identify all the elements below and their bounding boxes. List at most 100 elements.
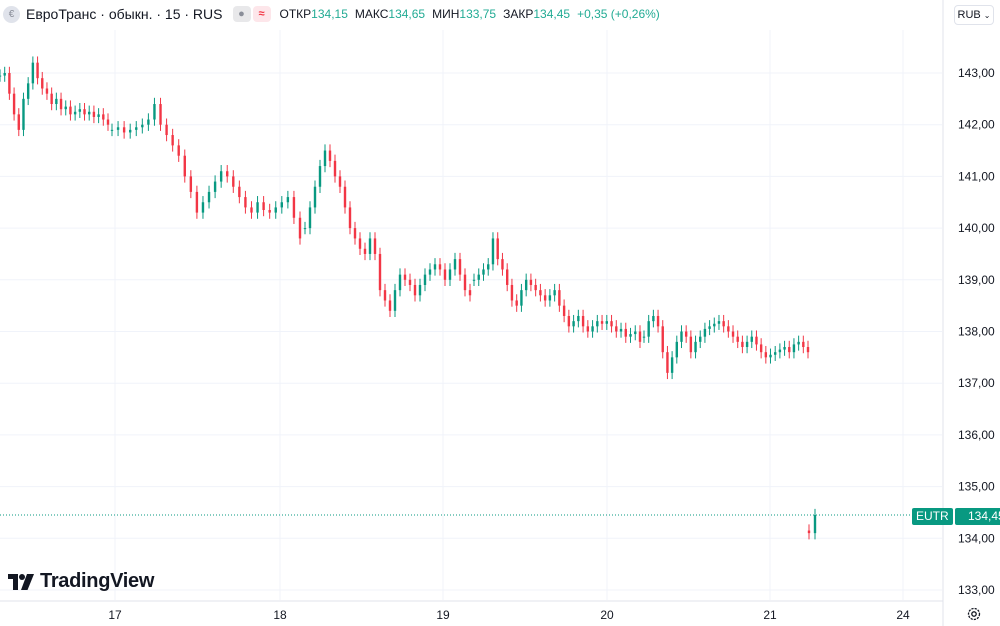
candle-body [64, 106, 67, 110]
candle-body [689, 336, 693, 353]
candle-body [694, 341, 697, 353]
candle-body [116, 127, 120, 130]
candle-body [699, 336, 702, 342]
candle-body [727, 326, 730, 332]
candle-body [393, 290, 397, 311]
logo-text: TradingView [40, 570, 155, 592]
y-tick-label: 140,00 [958, 221, 995, 235]
candle-body [586, 326, 590, 332]
candle-body [22, 98, 25, 130]
candle-body [106, 119, 110, 125]
candle-body [722, 321, 725, 327]
candle-body [534, 284, 537, 291]
candle-body [213, 181, 217, 192]
candle-body [458, 259, 462, 275]
candle-body [256, 202, 259, 213]
candle-body [543, 295, 547, 301]
candle-body [128, 129, 132, 133]
candle-body [491, 238, 495, 265]
x-tick-label: 17 [108, 608, 122, 622]
candle-body [195, 191, 199, 213]
candle-body [577, 315, 580, 322]
candle-body [736, 336, 739, 342]
candle-body [717, 321, 721, 324]
candle-body [36, 62, 39, 79]
close-value: 134,45 [533, 7, 571, 21]
data-delay-icon[interactable]: ≈ [252, 6, 271, 22]
candle-body [313, 186, 317, 208]
candle-body [226, 171, 229, 177]
candle-body [759, 344, 763, 353]
candle-body [656, 315, 660, 327]
candle-body [262, 202, 265, 211]
price-axis[interactable]: 143,00 142,00 141,00 140,00 139,00 138,00 137,… [958, 66, 995, 597]
candle-body [482, 269, 485, 275]
candle-body [45, 88, 49, 94]
candle-body [661, 326, 664, 353]
candle-body [207, 191, 211, 203]
candle-body [562, 305, 566, 316]
y-tick-label: 133,00 [958, 583, 995, 597]
candle-body [624, 328, 627, 337]
candle-body [92, 111, 96, 117]
y-tick-label: 142,00 [958, 118, 995, 132]
candle-body [629, 334, 632, 337]
candle-body [55, 98, 58, 105]
candle-body [135, 127, 138, 130]
candle-body [408, 279, 412, 285]
x-tick-label: 18 [273, 608, 287, 622]
x-tick-label: 19 [436, 608, 450, 622]
candle-body [813, 515, 817, 534]
tradingview-logo[interactable]: TradingView [8, 570, 154, 593]
candle-body [0, 75, 2, 77]
x-tick-label: 24 [896, 608, 910, 622]
candle-body [515, 300, 518, 306]
candle-body [388, 300, 392, 311]
candle-body [468, 290, 472, 296]
candle-body [12, 93, 16, 115]
candle-body [88, 111, 91, 115]
gear-icon[interactable] [966, 606, 982, 622]
candle-body [453, 259, 457, 270]
ohlc-values: ОТКР 134,15 МАКС 134,65 МИН 133,75 ЗАКР … [280, 7, 667, 21]
change-value: +0,35 (+0,26%) [577, 7, 660, 21]
candles [0, 56, 817, 540]
candle-body [177, 145, 180, 156]
candle-body [69, 106, 72, 115]
candle-body [806, 347, 810, 353]
candle-body [50, 93, 53, 105]
candle-body [31, 62, 35, 84]
candle-body [638, 331, 642, 342]
candle-body [670, 357, 674, 373]
x-tick-label: 21 [763, 608, 777, 622]
candle-body [731, 331, 735, 337]
candle-body [165, 124, 168, 136]
tradingview-logo-icon [8, 573, 34, 590]
market-status-icon[interactable]: ● [232, 6, 251, 22]
candle-body [807, 530, 811, 534]
candle-body [769, 354, 772, 358]
candle-body [343, 186, 347, 208]
y-tick-label: 141,00 [958, 169, 995, 183]
candle-body [102, 114, 105, 120]
currency-selector[interactable]: RUB ⌄ [954, 5, 994, 25]
candle-body [666, 352, 669, 373]
candle-body [713, 323, 716, 327]
candle-body [605, 321, 608, 324]
candle-body [463, 274, 467, 291]
price-tag-value: 134,45 [954, 508, 1000, 525]
candle-body [553, 290, 556, 296]
symbol-title[interactable]: ЕвроТранс · обыкн. · 15 · RUS [26, 6, 223, 22]
candle-body [797, 341, 800, 345]
currency-label: RUB [957, 9, 981, 21]
candle-body [792, 344, 796, 353]
candle-body [802, 341, 805, 348]
price-tag-symbol: EUTR [912, 508, 953, 525]
candle-body [477, 274, 480, 280]
symbol-logo-icon[interactable]: € [3, 5, 20, 23]
candle-body [141, 124, 144, 128]
time-axis[interactable]: 17 18 19 20 21 24 [108, 608, 910, 622]
candle-body [558, 290, 561, 306]
candle-body [496, 238, 499, 260]
